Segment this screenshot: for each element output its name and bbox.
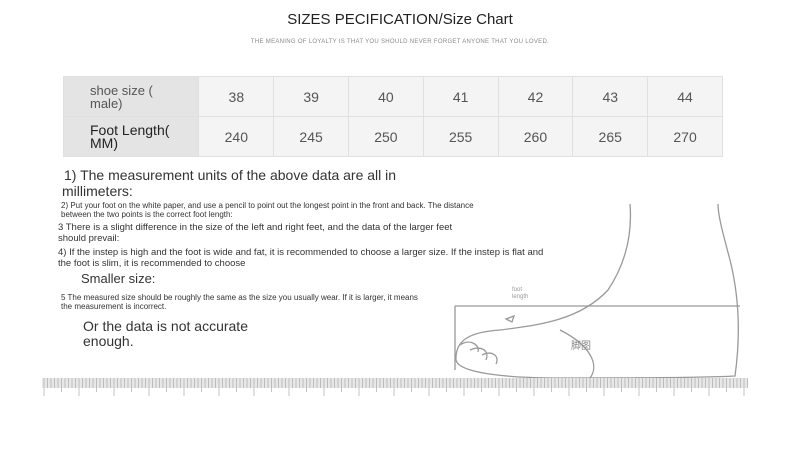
cell: 43 xyxy=(572,76,649,117)
ruler xyxy=(42,378,748,388)
note-2: 2) Put your foot on the white paper, and… xyxy=(61,201,474,210)
size-table: shoe size (male) 38 39 40 41 42 43 44 Fo… xyxy=(62,76,723,157)
table-row: shoe size (male) 38 39 40 41 42 43 44 xyxy=(62,76,723,117)
cell: 240 xyxy=(198,116,275,157)
note-4: the foot is slim, it is recommended to c… xyxy=(58,258,246,269)
cell: 39 xyxy=(273,76,349,117)
note-5: the measurement is incorrect. xyxy=(61,302,167,311)
cell: 270 xyxy=(647,116,723,157)
header-line: shoe size ( xyxy=(90,82,153,98)
note-2: between the two points is the correct fo… xyxy=(61,210,233,219)
header-line: male) xyxy=(90,95,123,111)
cell: 260 xyxy=(497,116,574,157)
cell: 265 xyxy=(572,116,649,157)
cell: 255 xyxy=(422,116,499,157)
cell: 41 xyxy=(422,76,499,117)
cell: 250 xyxy=(348,116,424,157)
page-title: SIZES PECIFICATION/Size Chart xyxy=(287,11,513,28)
note-4: Smaller size: xyxy=(81,271,156,286)
note-1: millimeters: xyxy=(62,183,133,199)
note-5: enough. xyxy=(83,333,134,349)
cell: 44 xyxy=(647,76,723,117)
foot-label: foot xyxy=(512,287,523,293)
row-header: shoe size (male) xyxy=(62,76,200,117)
header-line: Foot Length( xyxy=(90,121,170,138)
cell: 40 xyxy=(348,76,424,117)
note-5: 5 The measured size should be roughly th… xyxy=(61,293,418,302)
note-3: 3 There is a slight difference in the si… xyxy=(58,222,453,233)
cell: 42 xyxy=(497,76,574,117)
outline-label: 脚图 xyxy=(571,341,591,352)
subtitle: THE MEANING OF LOYALTY IS THAT YOU SHOUL… xyxy=(250,39,550,45)
note-1: 1) The measurement units of the above da… xyxy=(64,167,397,183)
note-3: should prevail: xyxy=(58,233,120,244)
cell: 245 xyxy=(273,116,349,157)
header-line: MM) xyxy=(90,134,118,151)
table-row: Foot Length(MM) 240 245 250 255 260 265 … xyxy=(62,116,723,157)
length-label: length xyxy=(512,294,529,300)
note-5: Or the data is not accurate xyxy=(83,318,248,334)
row-header: Foot Length(MM) xyxy=(62,116,200,157)
note-4: 4) If the instep is high and the foot is… xyxy=(58,247,544,258)
